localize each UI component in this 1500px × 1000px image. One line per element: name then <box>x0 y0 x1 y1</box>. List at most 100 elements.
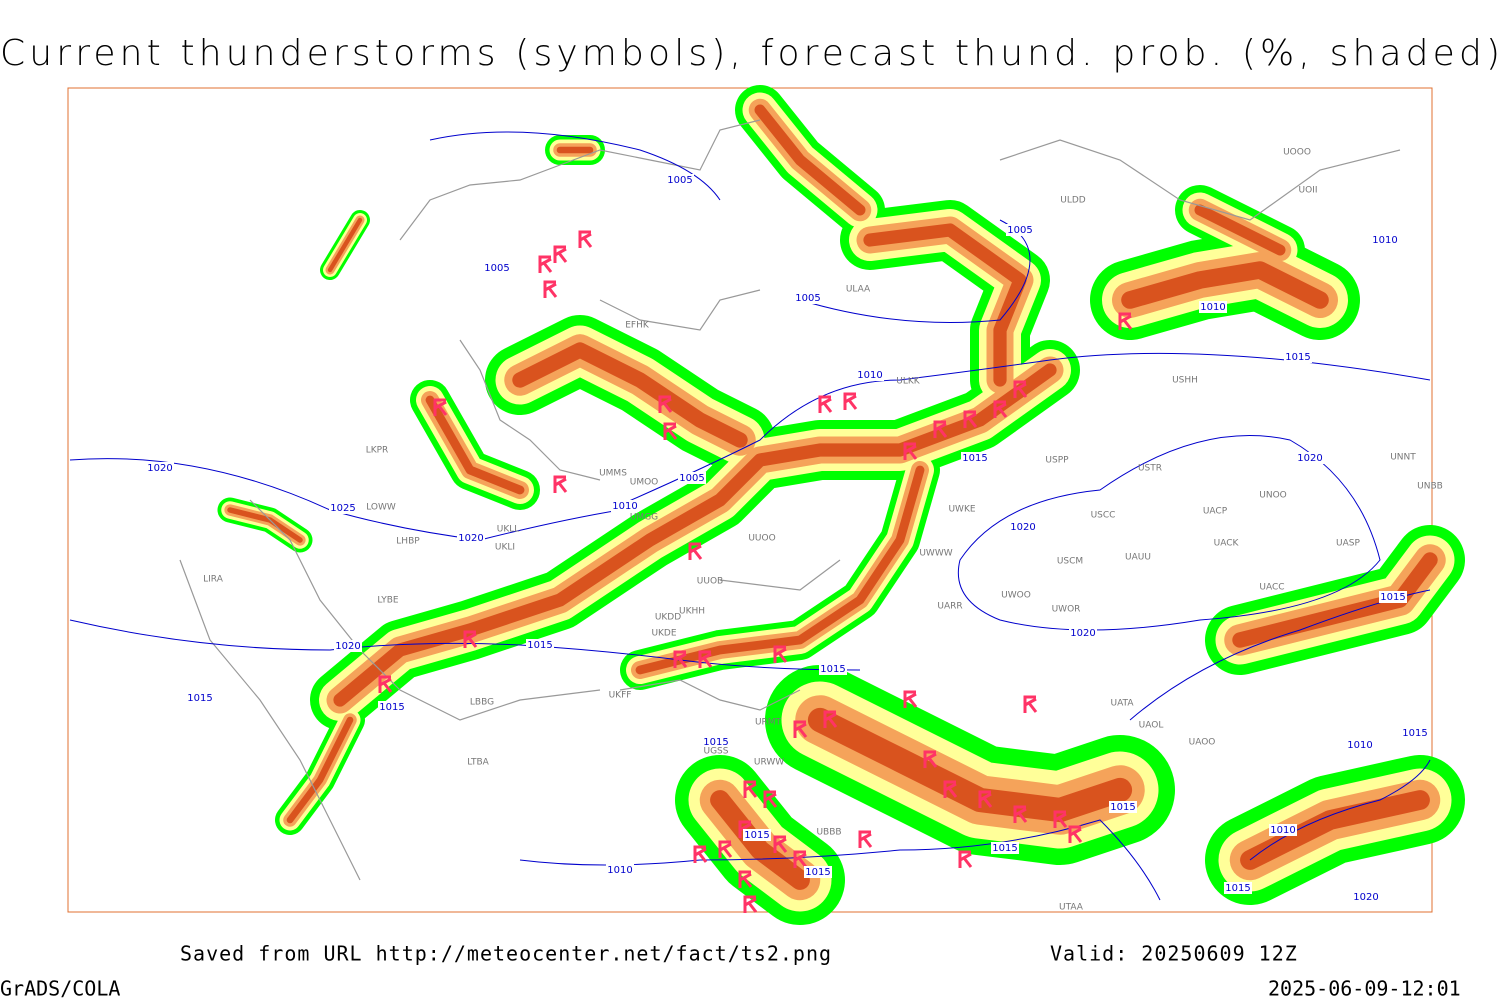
isobar-label-bg <box>526 639 554 651</box>
station-label: UAOO <box>1189 738 1216 748</box>
isobar-label: 1020 <box>335 641 360 652</box>
isobar-label: 1020 <box>1297 453 1322 464</box>
storm-symbol <box>1068 825 1083 843</box>
storm-symbol <box>658 395 673 413</box>
isobar-label-bg <box>1199 301 1227 313</box>
station-label: ULDD <box>1060 196 1086 206</box>
storm-symbol <box>993 400 1008 418</box>
station-label: UWWW <box>919 549 952 559</box>
station-label: ULAA <box>846 285 871 295</box>
station-label: UNNT <box>1390 453 1416 463</box>
shade-band <box>1194 204 1286 256</box>
isobar-label-bg <box>794 292 822 304</box>
shade-band <box>333 363 1057 707</box>
storm-symbol <box>903 442 918 460</box>
station-label: UOII <box>1299 186 1318 196</box>
isobar <box>619 352 1431 506</box>
isobar-label-bg <box>146 462 174 474</box>
isobar <box>1249 759 1431 861</box>
isobar-label-bg <box>1346 739 1374 751</box>
storm-symbol <box>933 420 948 438</box>
storm-symbol <box>543 280 558 298</box>
storm-symbol <box>673 650 688 668</box>
isobar-label: 1010 <box>1270 825 1295 836</box>
isobar-label: 1015 <box>1110 802 1135 813</box>
storm-symbol <box>773 645 788 663</box>
isobar-label: 1015 <box>1285 352 1310 363</box>
isobar-label: 1020 <box>1353 892 1378 903</box>
software-credit: GrADS/COLA <box>0 977 120 1000</box>
station-label: USTR <box>1138 464 1162 474</box>
storm-symbol <box>433 398 448 416</box>
station-label: USPP <box>1045 456 1069 466</box>
isobar-label: 1010 <box>1347 740 1372 751</box>
isobar-label-bg <box>334 640 362 652</box>
station-label: USCC <box>1091 511 1116 521</box>
station-label: UATA <box>1110 699 1134 709</box>
storm-symbol <box>793 720 808 738</box>
isobar <box>69 619 861 671</box>
isobar-label-bg <box>991 842 1019 854</box>
isobar-label-bg <box>1109 801 1137 813</box>
storm-symbol <box>903 690 918 708</box>
station-label: UOOO <box>1283 148 1311 158</box>
isobar <box>519 819 1161 901</box>
storm-symbol <box>738 870 753 888</box>
timestamp: 2025-06-09-12:01 <box>1268 977 1461 1000</box>
isobar-label-bg <box>1069 627 1097 639</box>
station-label: UASP <box>1336 539 1360 549</box>
storm-symbol <box>763 790 778 808</box>
coastline <box>999 139 1401 221</box>
coastline <box>459 339 601 481</box>
shade-band <box>286 716 354 824</box>
shade-band <box>425 395 525 495</box>
thunderstorm-symbols <box>378 230 1133 913</box>
station-label: UWOR <box>1052 605 1081 615</box>
storm-symbol <box>773 835 788 853</box>
isobar <box>799 219 1031 323</box>
station-label: UNOO <box>1259 491 1287 501</box>
isobar-label: 1005 <box>484 263 509 274</box>
isobar-label-bg <box>186 692 214 704</box>
storm-symbol <box>1013 805 1028 823</box>
isobar-label: 1005 <box>795 293 820 304</box>
map-title: Current thunderstorms (symbols), forecas… <box>0 33 1500 74</box>
storm-symbol <box>943 780 958 798</box>
station-label: ULKK <box>896 377 921 387</box>
station-label: UKLI <box>495 543 515 553</box>
coastline <box>249 499 601 721</box>
station-label: LTBA <box>467 758 489 768</box>
isobar-label-bg <box>804 866 832 878</box>
station-label: LBBG <box>470 698 494 708</box>
coastline <box>719 559 841 591</box>
storm-symbol <box>823 710 838 728</box>
storm-symbol <box>693 845 708 863</box>
station-label: UKHH <box>679 607 705 617</box>
isobar-label-bg <box>378 701 406 713</box>
storm-symbol <box>963 410 978 428</box>
probability-shading <box>217 85 1465 925</box>
isobar-label: 1005 <box>679 473 704 484</box>
storm-symbol <box>818 395 833 413</box>
storm-symbol <box>978 790 993 808</box>
isobar-label: 1015 <box>527 640 552 651</box>
station-label: LYBE <box>377 596 398 606</box>
station-label: UKDD <box>655 613 681 623</box>
isobar-label-bg <box>1401 727 1429 739</box>
isobar-label-bg <box>1006 224 1034 236</box>
storm-symbol <box>553 475 568 493</box>
station-label: UARR <box>937 602 962 612</box>
storm-symbol <box>1013 380 1028 398</box>
storm-symbol <box>718 840 733 858</box>
station-label: UACC <box>1259 583 1284 593</box>
station-label: LKPR <box>366 446 389 456</box>
storm-symbol <box>663 422 678 440</box>
station-label: UGSS <box>704 747 729 757</box>
station-label: LOWW <box>366 503 396 513</box>
station-label: USHH <box>1172 376 1198 386</box>
storm-symbol <box>553 245 568 263</box>
isobar-label: 1005 <box>1007 225 1032 236</box>
storm-symbol <box>923 750 938 768</box>
station-label: EFHK <box>625 321 650 331</box>
